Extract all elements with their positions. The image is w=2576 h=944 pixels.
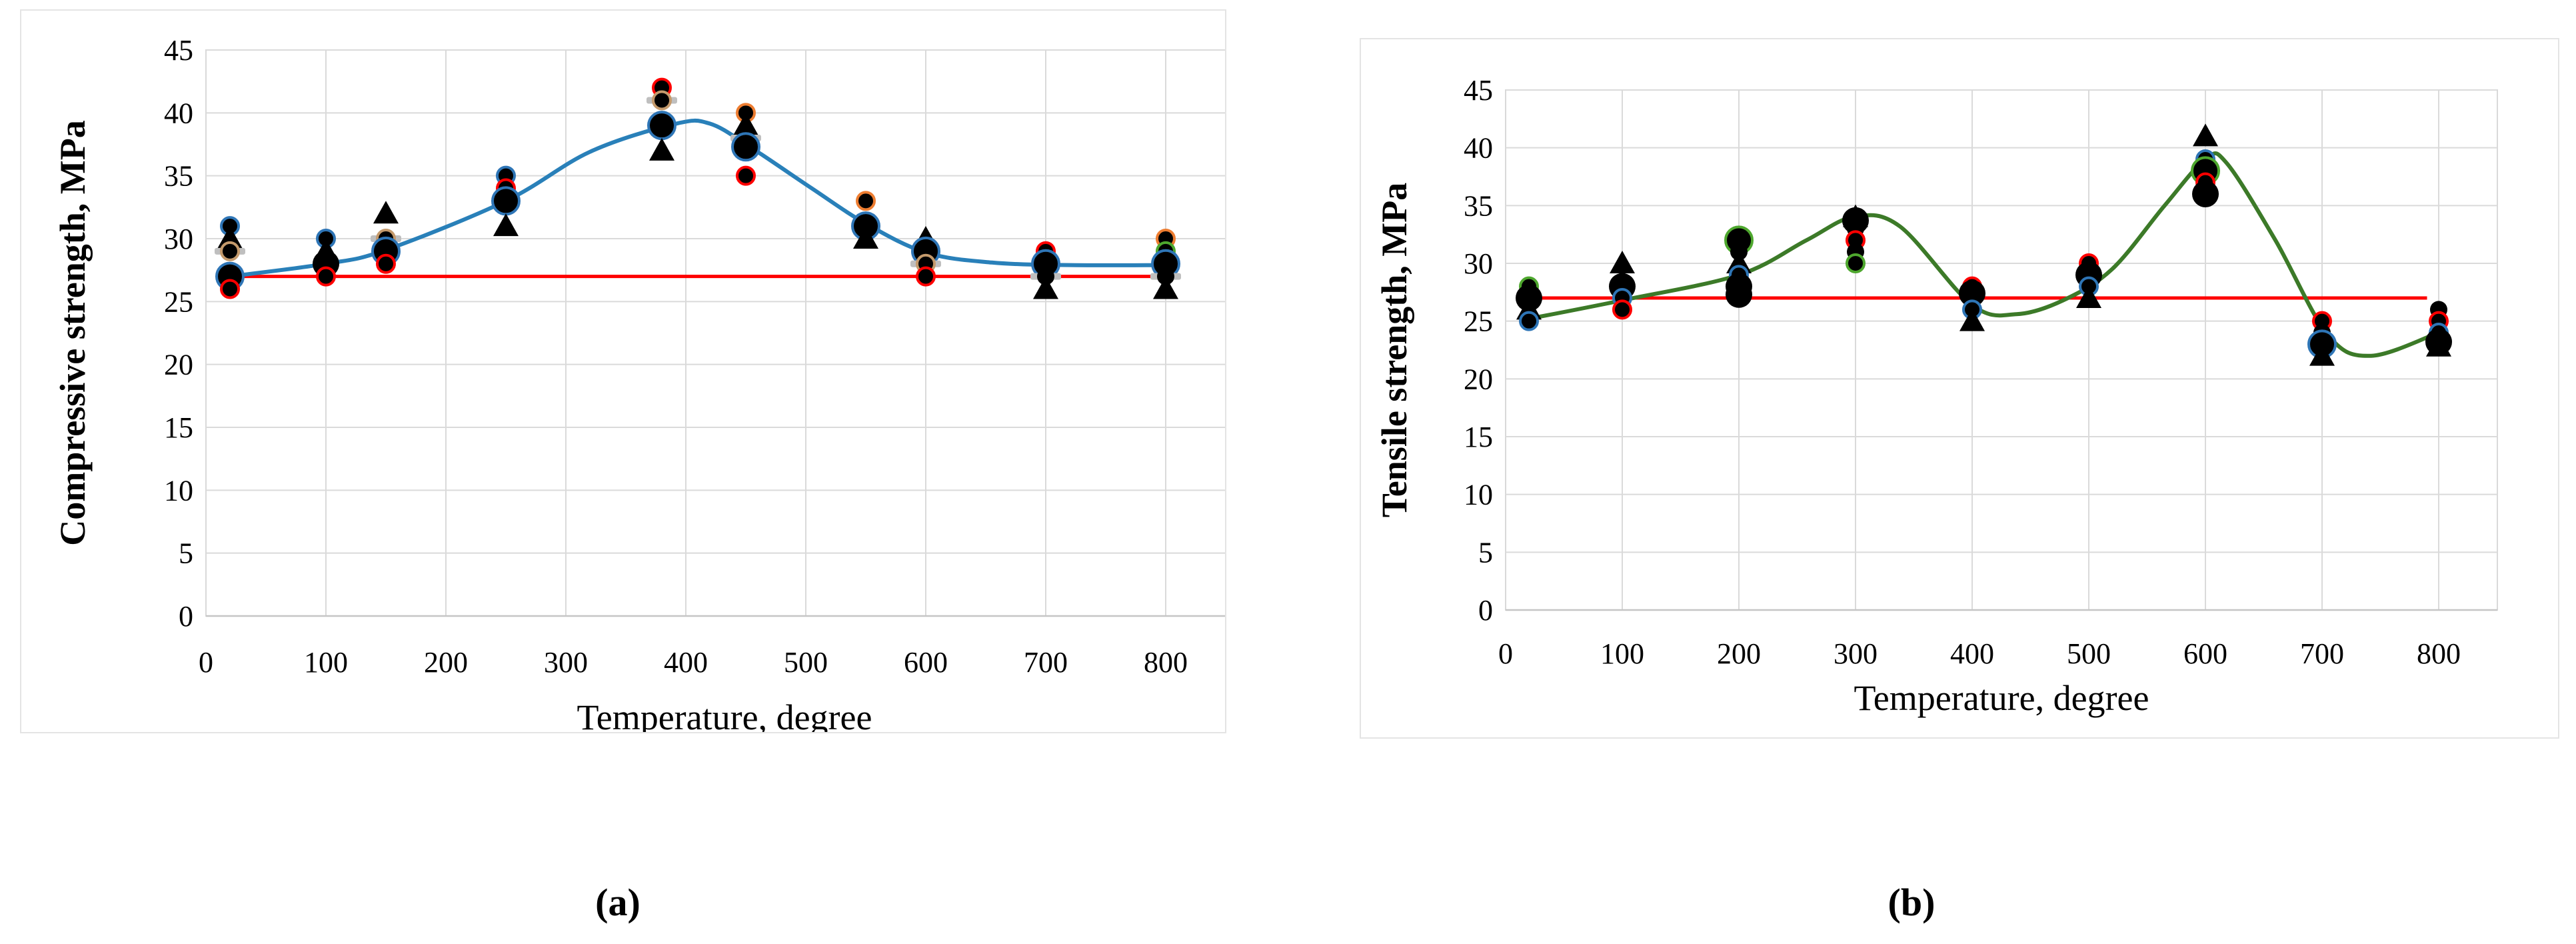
scatter-point-circle [1726,281,1752,308]
x-tick-label: 800 [1144,646,1188,679]
scatter-point-circle [220,241,240,261]
x-tick-label: 500 [2067,637,2111,670]
x-tick-label: 0 [199,646,213,679]
scatter-point-triangle [733,113,758,136]
plot-area [1505,89,2498,611]
scatter-point-triangle [493,213,519,237]
y-tick-label: 40 [1464,132,1493,165]
scatter-point-triangle [649,137,674,161]
chart-panel-b: 0 5 10 15 20 25 30 35 40 45 0 100 200 300 400 500 600 700… [1360,38,2559,739]
y-tick-label: 0 [179,600,193,633]
y-tick-label: 25 [1464,305,1493,338]
x-tick-label: 300 [544,646,588,679]
y-tick-label: 45 [164,34,193,67]
x-tick-label: 300 [1834,637,1878,670]
x-tick-label: 400 [664,646,708,679]
x-tick-label: 600 [2183,637,2227,670]
scatter-point-triangle [2193,123,2218,147]
x-tick-label: 500 [784,646,828,679]
chart-b-plot: 0 5 10 15 20 25 30 35 40 45 0 100 200 300 400 500 600 700… [1374,74,2498,718]
scatter-point-triangle [1610,251,1635,274]
y-tick-label: 5 [1478,536,1493,569]
scatter-point-triangle [1153,276,1178,299]
chart-panel-a: 0 5 10 15 20 25 30 35 40 45 0 100 200 300 400 500 600 700… [20,9,1226,733]
scatter-point-circle [220,279,240,299]
y-tick-label: 35 [1464,189,1493,222]
scatter-point-circle [376,253,396,274]
x-tick-label: 400 [1950,637,1994,670]
scatter-point-triangle [2309,343,2335,366]
y-tick-label: 30 [1464,247,1493,280]
chart-a-plot: 0 5 10 15 20 25 30 35 40 45 0 100 200 300 400 500 600 700… [53,34,1225,732]
x-tick-label: 200 [1717,637,1761,670]
scatter-point-circle [1846,253,1866,274]
y-tick-label: 30 [164,223,193,255]
x-tick-label: 600 [904,646,948,679]
scatter-point-circle [316,266,336,287]
y-axis-title: Compressive strength, MPa [53,120,93,545]
scatter-point-triangle [1033,276,1058,299]
scatter-point-triangle [2426,333,2451,357]
scatter-point-circle [491,186,521,216]
y-tick-label: 35 [164,160,193,193]
x-axis-title: Temperature, degree [577,697,872,732]
plot-area [205,49,1225,617]
trend-curve [1527,151,2441,358]
y-tick-label: 20 [1464,363,1493,395]
x-tick-label: 200 [424,646,468,679]
scatter-point-triangle [2076,285,2101,309]
y-tick-label: 15 [164,411,193,444]
y-tick-label: 10 [1464,479,1493,511]
y-tick-label: 5 [179,537,193,570]
scatter-point-circle [1519,311,1539,331]
scatter-point-circle [736,165,756,186]
caption-a: (a) [595,881,641,924]
scatter-point-circle [1612,299,1632,320]
y-tick-label: 40 [164,97,193,129]
y-tick-label: 15 [1464,421,1493,453]
x-tick-label: 700 [2300,637,2344,670]
x-tick-label: 100 [1600,637,1644,670]
scatter-point-circle [856,191,876,211]
scatter-point-circle [916,266,936,287]
x-tick-label: 700 [1024,646,1068,679]
scatter-point-circle [647,111,676,141]
y-axis-title: Tensile strength, MPa [1374,183,1414,518]
x-axis-title: Temperature, degree [1854,678,2149,718]
scatter-point-circle [2192,181,2219,208]
x-tick-label: 100 [304,646,348,679]
y-tick-label: 10 [164,474,193,507]
y-tick-label: 20 [164,349,193,381]
scatter-point-circle [1959,280,1985,307]
x-tick-label: 0 [1498,637,1513,670]
y-tick-label: 0 [1478,594,1493,627]
scatter-point-triangle [373,201,399,224]
scatter-point-triangle [217,225,243,249]
y-tick-label: 45 [1464,74,1493,107]
y-tick-label: 25 [164,285,193,318]
scatter-point-circle [652,90,672,111]
scatter-point-triangle [853,225,878,249]
scatter-point-circle [731,132,760,162]
x-tick-label: 800 [2417,637,2461,670]
scatter-point-triangle [1959,308,1985,331]
caption-b: (b) [1888,881,1935,924]
